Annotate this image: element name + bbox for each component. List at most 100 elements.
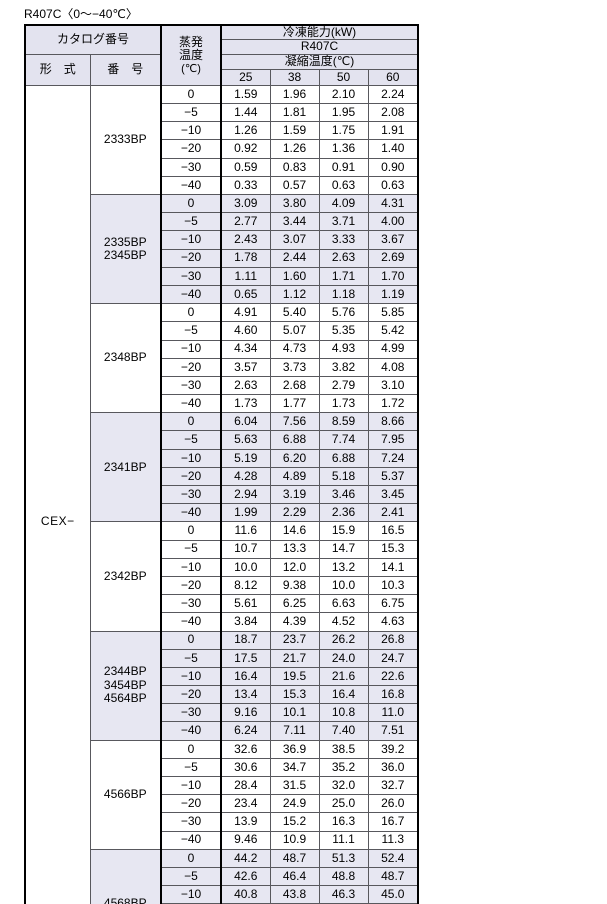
capacity-cell: 2.68 [269,375,320,396]
capacity-cell: 24.9 [269,794,320,814]
table-row: −5 4.60 5.07 5.35 5.42 [25,321,420,341]
capacity-cell: 15.9 [318,521,369,541]
evap-temp-cell: −10 [160,121,223,141]
capacity-cell: 3.33 [318,230,369,250]
evap-temp-cell: −10 [160,230,223,250]
capacity-cell: 1.19 [367,284,420,305]
evap-temp-cell: −5 [160,321,223,341]
evap-temp-cell: −5 [160,866,223,887]
capacity-cell: 28.4 [220,775,271,796]
type-label-cell: CEX− [24,84,91,904]
evap-temp-cell: 0 [160,193,223,214]
header-row-3: 形 式 番 号 凝縮温度(℃) [24,53,420,86]
model-name: 3454BP [103,677,147,692]
model-number-cell: 2348BP [89,303,162,414]
capacity-cell: 1.70 [367,266,420,286]
capacity-cell: 0.65 [220,284,271,305]
capacity-cell: 3.82 [318,357,369,377]
evap-temp-cell: −30 [160,484,223,505]
capacity-cell: 51.3 [318,848,369,868]
evap-temp-cell: 0 [160,739,223,759]
table-row: 2344BP 3454BP 4564BP 0 18.7 23.7 26.2 26.8 [25,630,420,741]
capacity-cell: 6.24 [220,721,271,741]
capacity-cell: 7.56 [269,412,320,432]
evap-temp-cell: −40 [160,175,223,196]
capacity-cell: 32.7 [367,775,420,796]
capacity-cell: 25.0 [318,794,369,814]
capacity-cell: 4.89 [269,466,320,487]
evap-temp-cell: 0 [160,84,223,105]
evap-temp-cell: −10 [160,885,223,904]
model-name: 4564BP [103,691,147,706]
evap-temp-cell: −5 [160,757,223,778]
capacity-cell: 6.25 [269,594,320,614]
table-row: 2335BP 2345BP 0 3.09 3.80 4.09 4.31 [25,193,420,305]
header-cond-col-50: 50 [318,69,369,86]
model-number-cell: 4568BP [89,848,162,904]
capacity-cell: 10.3 [367,575,420,596]
capacity-cell: 5.19 [220,448,271,468]
capacity-cell: 23.7 [269,630,320,650]
capacity-cell: 2.41 [367,503,420,523]
capacity-cell: 4.28 [220,466,271,487]
model-name: 2335BP [103,234,147,249]
capacity-cell: 16.3 [318,812,369,832]
evap-temp-cell: 0 [160,630,223,650]
capacity-cell: 1.12 [269,284,320,305]
model-name: 2342BP [103,568,147,583]
capacity-cell: 3.80 [269,193,320,214]
evap-temp-cell: −20 [160,575,223,596]
capacity-cell: 8.66 [367,412,420,432]
table-row: −20 23.4 24.9 25.0 26.0 [25,794,420,814]
capacity-cell: 13.3 [269,539,320,559]
capacity-cell: 0.92 [220,139,271,159]
capacity-cell: 21.6 [318,666,369,687]
evap-temp-cell: −10 [160,448,223,468]
capacity-cell: 21.7 [269,648,320,668]
table-row: −40 1.99 2.29 2.36 2.41 [25,503,420,523]
model-name: 4566BP [103,786,147,801]
capacity-cell: 6.75 [367,594,420,614]
header-refrigerant: R407C [220,39,420,55]
capacity-cell: 4.52 [318,612,369,632]
capacity-cell: 2.63 [318,248,369,268]
capacity-cell: 10.1 [269,703,320,723]
capacity-cell: 1.11 [220,266,271,286]
table-row: 4566BP 0 32.6 36.9 38.5 39.2 [25,739,420,850]
evap-temp-cell: −5 [160,539,223,559]
capacity-cell: 0.59 [220,157,271,177]
table-row: −40 9.46 10.9 11.1 11.3 [25,830,420,850]
capacity-cell: 0.63 [318,175,369,196]
capacity-cell: 11.1 [318,830,369,850]
capacity-cell: 3.09 [220,193,271,214]
table-row: −40 1.73 1.77 1.73 1.72 [25,394,420,414]
evap-temp-cell: −40 [160,830,223,850]
model-name: 4568BP [103,896,147,904]
model-name: 2333BP [103,132,147,147]
capacity-cell: 3.10 [367,375,420,396]
table-row: −30 1.11 1.60 1.71 1.70 [25,266,420,286]
capacity-cell: 16.8 [367,685,420,705]
evap-temp-cell: 0 [160,412,223,432]
evap-temp-cell: −30 [160,266,223,286]
capacity-cell: 0.33 [220,175,271,196]
table-row: 2341BP 0 6.04 7.56 8.59 8.66 [25,412,420,523]
capacity-cell: 4.73 [269,339,320,359]
capacity-cell: 39.2 [367,739,420,759]
capacity-cell: 4.39 [269,612,320,632]
capacity-cell: 1.73 [220,394,271,414]
capacity-cell: 4.60 [220,321,271,341]
header-evap-temp-line2: 温度 [179,48,204,63]
header-capacity: 冷凍能力(kW) [220,24,420,41]
capacity-cell: 1.36 [318,139,369,159]
capacity-cell: 9.16 [220,703,271,723]
table-header: カタログ番号 蒸発 温度 (℃) 冷凍能力(kW) R407C 形 式 番 号 … [23,23,420,86]
evap-temp-cell: −30 [160,594,223,614]
header-type: 形 式 [24,53,91,86]
capacity-cell: 5.61 [220,594,271,614]
capacity-cell: 15.2 [269,812,320,832]
capacity-cell: 16.5 [367,521,420,541]
capacity-cell: 3.45 [367,484,420,505]
table-row: 2348BP 0 4.91 5.40 5.76 5.85 [25,303,420,414]
evap-temp-cell: −20 [160,685,223,705]
